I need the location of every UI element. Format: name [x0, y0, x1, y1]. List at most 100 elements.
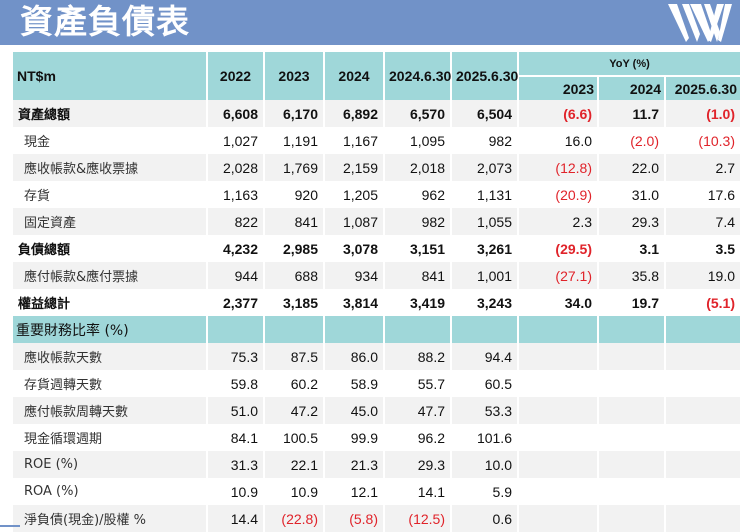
- row-label: 現金: [13, 127, 208, 154]
- empty-yoy-cell: [598, 451, 666, 478]
- value-cell: 12.1: [324, 478, 385, 505]
- row-label: 應收帳款天數: [13, 343, 208, 370]
- value-cell: 1,087: [324, 208, 385, 235]
- row-label: 應付帳款&應付票據: [13, 262, 208, 289]
- value-cell: 51.0: [207, 397, 265, 424]
- value-cell: 29.3: [384, 451, 452, 478]
- section-label: 重要財務比率 (%): [13, 316, 208, 343]
- empty-yoy-cell: [665, 424, 740, 451]
- value-cell: 22.1: [264, 451, 325, 478]
- yoy-cell: (27.1): [518, 262, 599, 289]
- ratio-row: 現金循環週期 84.1 100.5 99.9 96.2 101.6: [13, 424, 740, 451]
- row-label: ROE (%): [13, 451, 208, 478]
- value-cell: 60.5: [451, 370, 519, 397]
- empty-yoy-cell: [518, 370, 599, 397]
- section-cell: [207, 316, 265, 343]
- ratio-row: 存貨週轉天數 59.8 60.2 58.9 55.7 60.5: [13, 370, 740, 397]
- value-cell: 59.8: [207, 370, 265, 397]
- yoy-group-header: YoY (%): [518, 52, 740, 76]
- value-cell: 6,170: [264, 100, 325, 127]
- empty-yoy-cell: [665, 397, 740, 424]
- value-cell: 3,185: [264, 289, 325, 316]
- value-cell: 0.6: [451, 505, 519, 532]
- empty-yoy-cell: [665, 343, 740, 370]
- value-cell: 2,073: [451, 154, 519, 181]
- value-cell: 94.4: [451, 343, 519, 370]
- value-cell: (22.8): [264, 505, 325, 532]
- table-row: 應收帳款&應收票據 2,028 1,769 2,159 2,018 2,073 (12.8)…: [13, 154, 740, 181]
- row-label: 應收帳款&應收票據: [13, 154, 208, 181]
- ratio-section-header: 重要財務比率 (%): [13, 316, 740, 343]
- yoy-col-header: 2024: [598, 75, 666, 100]
- yoy-cell: (2.0): [598, 127, 666, 154]
- value-cell: 75.3: [207, 343, 265, 370]
- balance-sheet-table: NT$m 2022 2023 2024 2024.6.30 2025.6.30 …: [13, 52, 740, 532]
- value-cell: 5.9: [451, 478, 519, 505]
- col-header: 2022: [207, 52, 265, 100]
- empty-yoy-cell: [598, 505, 666, 532]
- empty-yoy-cell: [665, 505, 740, 532]
- value-cell: 88.2: [384, 343, 452, 370]
- empty-yoy-cell: [598, 424, 666, 451]
- section-cell: [451, 316, 519, 343]
- row-label: 應付帳款周轉天數: [13, 397, 208, 424]
- empty-yoy-cell: [665, 478, 740, 505]
- value-cell: 87.5: [264, 343, 325, 370]
- value-cell: 53.3: [451, 397, 519, 424]
- value-cell: 2,377: [207, 289, 265, 316]
- value-cell: 6,608: [207, 100, 265, 127]
- col-header: 2025.6.30: [451, 52, 519, 100]
- ratio-row: ROE (%) 31.3 22.1 21.3 29.3 10.0: [13, 451, 740, 478]
- value-cell: 2,028: [207, 154, 265, 181]
- value-cell: 47.7: [384, 397, 452, 424]
- col-header: 2024.6.30: [384, 52, 452, 100]
- yoy-cell: 29.3: [598, 208, 666, 235]
- row-label: 負債總額: [13, 235, 208, 262]
- ratio-row: 應付帳款周轉天數 51.0 47.2 45.0 47.7 53.3: [13, 397, 740, 424]
- value-cell: 47.2: [264, 397, 325, 424]
- value-cell: 6,504: [451, 100, 519, 127]
- row-label: ROA (%): [13, 478, 208, 505]
- value-cell: 10.9: [207, 478, 265, 505]
- ratio-row: 淨負債(現金)/股權 % 14.4 (22.8) (5.8) (12.5) 0.6: [13, 505, 740, 532]
- empty-yoy-cell: [518, 397, 599, 424]
- yoy-cell: 31.0: [598, 181, 666, 208]
- section-cell: [324, 316, 385, 343]
- value-cell: 2,018: [384, 154, 452, 181]
- value-cell: 99.9: [324, 424, 385, 451]
- empty-yoy-cell: [518, 424, 599, 451]
- yoy-cell: (20.9): [518, 181, 599, 208]
- value-cell: 962: [384, 181, 452, 208]
- value-cell: 1,163: [207, 181, 265, 208]
- value-cell: 1,027: [207, 127, 265, 154]
- value-cell: 934: [324, 262, 385, 289]
- value-cell: 14.4: [207, 505, 265, 532]
- value-cell: 45.0: [324, 397, 385, 424]
- value-cell: 3,814: [324, 289, 385, 316]
- empty-yoy-cell: [518, 343, 599, 370]
- yoy-cell: 22.0: [598, 154, 666, 181]
- yoy-cell: 2.3: [518, 208, 599, 235]
- yoy-cell: (5.1): [665, 289, 740, 316]
- yoy-cell: 19.7: [598, 289, 666, 316]
- yoy-cell: 16.0: [518, 127, 599, 154]
- yoy-cell: 3.1: [598, 235, 666, 262]
- section-cell: [665, 316, 740, 343]
- value-cell: 1,769: [264, 154, 325, 181]
- table-body: 資產總額 6,608 6,170 6,892 6,570 6,504 (6.6) 11.7 (1…: [13, 100, 740, 532]
- footer-rule: [0, 525, 20, 527]
- value-cell: 31.3: [207, 451, 265, 478]
- row-label: 淨負債(現金)/股權 %: [13, 505, 208, 532]
- value-cell: (12.5): [384, 505, 452, 532]
- row-label: 資產總額: [13, 100, 208, 127]
- page-title: 資產負債表: [20, 2, 190, 41]
- table-row: 應付帳款&應付票據 944 688 934 841 1,001 (27.1) 35.8 19.0: [13, 262, 740, 289]
- col-header: 2024: [324, 52, 385, 100]
- ratio-row: 應收帳款天數 75.3 87.5 86.0 88.2 94.4: [13, 343, 740, 370]
- value-cell: 2,159: [324, 154, 385, 181]
- value-cell: 86.0: [324, 343, 385, 370]
- table-row: 固定資產 822 841 1,087 982 1,055 2.3 29.3 7.4: [13, 208, 740, 235]
- section-cell: [264, 316, 325, 343]
- value-cell: 982: [451, 127, 519, 154]
- value-cell: 822: [207, 208, 265, 235]
